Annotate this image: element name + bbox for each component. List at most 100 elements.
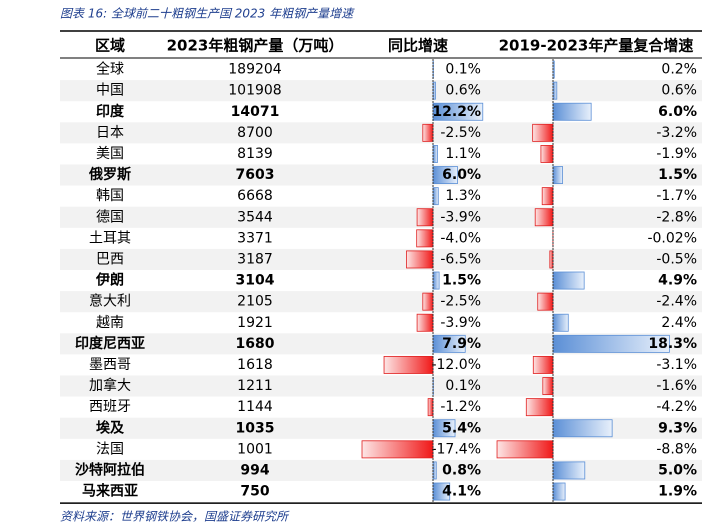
row-band bbox=[60, 291, 702, 313]
output: 189204 bbox=[228, 62, 282, 78]
yoy: 0.8% bbox=[442, 462, 481, 478]
row-band bbox=[60, 206, 702, 228]
row-band bbox=[60, 248, 702, 270]
output: 1680 bbox=[236, 336, 275, 352]
region: 伊朗 bbox=[95, 272, 124, 289]
data-bar bbox=[552, 334, 670, 353]
title: 图表 16: 全球前二十粗钢生产国 2023 年粗钢产量增速 bbox=[60, 7, 355, 21]
region: 德国 bbox=[96, 209, 124, 225]
data-bar bbox=[549, 250, 554, 269]
output: 7603 bbox=[236, 167, 275, 183]
cagr: 5.0% bbox=[658, 462, 697, 478]
yoy: 6.0% bbox=[442, 167, 481, 183]
column-header: 2019-2023年产量复合增速 bbox=[499, 37, 694, 55]
cagr: 2.4% bbox=[661, 315, 697, 331]
data-bar bbox=[432, 271, 440, 290]
region: 墨西哥 bbox=[89, 357, 131, 373]
cagr: 0.6% bbox=[661, 83, 697, 99]
data-bar bbox=[552, 461, 586, 480]
output: 1211 bbox=[237, 378, 273, 394]
data-bar bbox=[432, 334, 466, 353]
yoy: -2.5% bbox=[440, 125, 481, 141]
cagr: -3.2% bbox=[656, 125, 697, 141]
region: 马来西亚 bbox=[82, 484, 138, 500]
data-bar bbox=[552, 81, 558, 100]
region: 埃及 bbox=[96, 419, 125, 436]
data-bar bbox=[541, 187, 554, 206]
data-bar bbox=[406, 250, 434, 269]
data-bar bbox=[537, 292, 554, 311]
cagr: -2.8% bbox=[656, 209, 697, 225]
row-band bbox=[60, 417, 702, 439]
cagr: -1.7% bbox=[656, 188, 697, 204]
output: 3544 bbox=[237, 209, 273, 225]
output: 6668 bbox=[237, 188, 273, 204]
data-bar bbox=[361, 440, 434, 459]
cagr: -0.02% bbox=[647, 230, 697, 246]
yoy: 5.4% bbox=[442, 420, 481, 436]
yoy: 12.2% bbox=[432, 104, 481, 120]
data-bar bbox=[416, 229, 434, 248]
data-bar bbox=[496, 440, 554, 459]
output: 3187 bbox=[237, 251, 273, 267]
cagr: 6.0% bbox=[658, 104, 697, 120]
data-bar bbox=[432, 187, 439, 206]
cagr: 18.3% bbox=[648, 336, 697, 352]
data-bar bbox=[432, 166, 458, 185]
output: 101908 bbox=[228, 83, 281, 99]
cagr: -2.4% bbox=[656, 294, 697, 310]
region: 土耳其 bbox=[89, 230, 131, 246]
data-bar bbox=[552, 419, 613, 438]
output: 2105 bbox=[237, 294, 273, 310]
yoy: -4.0% bbox=[440, 230, 481, 246]
cagr: -8.8% bbox=[656, 441, 697, 457]
data-bar bbox=[532, 123, 554, 142]
region: 韩国 bbox=[96, 188, 124, 204]
data-bar bbox=[422, 123, 434, 142]
yoy: 1.1% bbox=[445, 146, 481, 162]
region: 全球 bbox=[96, 61, 124, 78]
data-bar bbox=[525, 398, 554, 417]
region: 沙特阿拉伯 bbox=[75, 461, 145, 478]
data-bar bbox=[416, 208, 434, 227]
data-bar bbox=[552, 482, 566, 501]
region: 意大利 bbox=[89, 293, 131, 310]
region: 印度 bbox=[96, 103, 125, 120]
cagr: -0.5% bbox=[656, 251, 697, 267]
cagr: -1.9% bbox=[656, 146, 697, 162]
yoy: 1.5% bbox=[442, 273, 481, 289]
region: 俄罗斯 bbox=[88, 166, 131, 183]
region: 日本 bbox=[96, 125, 124, 141]
yoy: -3.9% bbox=[440, 209, 481, 225]
data-bar bbox=[383, 355, 434, 374]
row-band bbox=[60, 459, 702, 481]
data-bar bbox=[552, 313, 569, 332]
row-band bbox=[60, 164, 702, 186]
output: 994 bbox=[240, 462, 269, 478]
column-header: 区域 bbox=[95, 37, 125, 55]
yoy: -3.9% bbox=[440, 315, 481, 331]
output: 1144 bbox=[237, 399, 273, 415]
data-bar bbox=[427, 398, 434, 417]
region: 法国 bbox=[96, 441, 124, 457]
data-bar bbox=[532, 355, 554, 374]
output: 8139 bbox=[237, 146, 273, 162]
output: 1035 bbox=[236, 420, 275, 436]
region: 巴西 bbox=[96, 251, 124, 267]
output: 8700 bbox=[237, 125, 273, 141]
yoy: -17.4% bbox=[431, 441, 481, 457]
data-bar bbox=[432, 144, 438, 163]
row-band bbox=[60, 122, 702, 144]
region: 美国 bbox=[96, 146, 124, 162]
data-bar bbox=[534, 208, 554, 227]
output: 3371 bbox=[237, 230, 273, 246]
yoy: -1.2% bbox=[440, 399, 481, 415]
cagr: 1.5% bbox=[658, 167, 697, 183]
output: 1618 bbox=[237, 357, 273, 373]
yoy: 0.1% bbox=[445, 62, 481, 78]
row-band bbox=[60, 375, 702, 397]
data-bar bbox=[552, 102, 592, 121]
yoy: -6.5% bbox=[440, 251, 481, 267]
yoy: 4.1% bbox=[442, 484, 481, 500]
